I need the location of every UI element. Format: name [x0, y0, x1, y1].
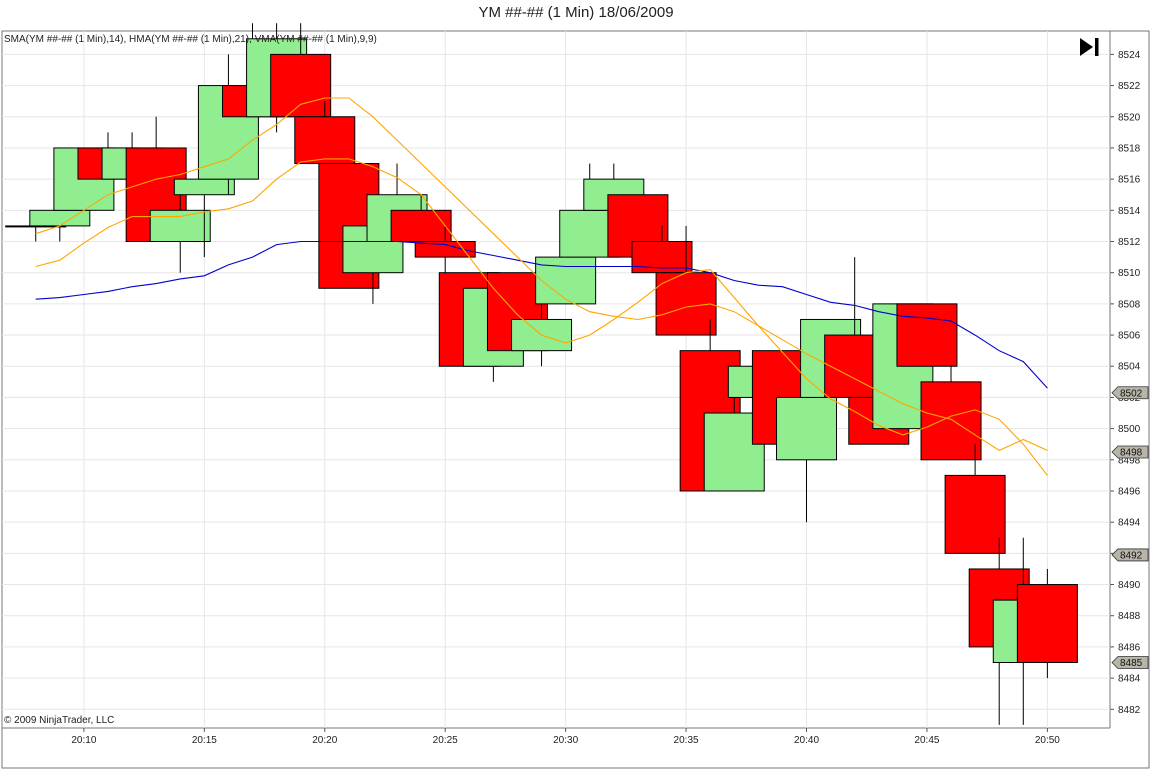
x-tick-label: 20:15 — [192, 735, 217, 746]
price-tag-label: 8502 — [1120, 388, 1143, 399]
y-tick-label: 8506 — [1118, 331, 1141, 342]
skip-forward-icon[interactable] — [1080, 38, 1099, 56]
y-tick-label: 8524 — [1118, 50, 1141, 61]
chart-title: YM ##-## (1 Min) 18/06/2009 — [478, 4, 674, 21]
indicator-label: SMA(YM ##-## (1 Min),14), HMA(YM ##-## (… — [4, 34, 377, 45]
y-tick-label: 8496 — [1118, 486, 1141, 497]
price-tag — [1111, 548, 1149, 562]
price-tag — [1111, 445, 1149, 459]
candle-body-up — [535, 256, 597, 305]
price-axis: 8482 8484 8486 8488 8490 8492 8494 8496 8498 8500… — [1110, 50, 1141, 716]
x-tick-label: 20:50 — [1035, 735, 1060, 746]
y-tick-label: 8518 — [1118, 143, 1141, 154]
y-tick-label: 8512 — [1118, 237, 1141, 248]
y-tick-label: 8510 — [1118, 268, 1141, 279]
y-tick-label: 8488 — [1118, 611, 1141, 622]
price-tag-label: 8492 — [1120, 550, 1143, 561]
time-axis: 20:10 20:15 20:20 20:25 20:30 20:35 20:40 20:45… — [71, 728, 1060, 746]
sma-line — [35, 240, 1048, 389]
x-tick-label: 20:30 — [553, 735, 578, 746]
price-tag — [1111, 386, 1149, 400]
y-tick-label: 8498 — [1118, 455, 1141, 466]
x-tick-label: 20:40 — [794, 735, 819, 746]
y-tick-label: 8508 — [1118, 299, 1141, 310]
candle-body-up — [173, 178, 235, 196]
hma-line — [35, 97, 1048, 452]
candle-body-down — [1016, 584, 1078, 664]
x-tick-label: 20:45 — [914, 735, 939, 746]
x-tick-label: 20:20 — [312, 735, 337, 746]
candles — [5, 23, 1078, 725]
y-tick-label: 8516 — [1118, 175, 1141, 186]
candle-body-down — [896, 303, 958, 367]
x-tick-label: 20:10 — [71, 735, 96, 746]
indicator-lines — [35, 97, 1048, 476]
price-tags: 8502 8498 8492 8485 — [1111, 386, 1149, 669]
candle-body-up — [149, 209, 211, 243]
candle-body-down — [294, 116, 356, 165]
candle-body-down — [944, 474, 1006, 554]
y-tick-label: 8504 — [1118, 362, 1141, 373]
candle-body-up — [511, 318, 573, 352]
copyright-label: © 2009 NinjaTrader, LLC — [4, 715, 114, 726]
vma-line — [35, 158, 1048, 476]
y-tick-label: 8482 — [1118, 705, 1141, 716]
y-tick-label: 8494 — [1118, 518, 1141, 529]
x-tick-label: 20:25 — [433, 735, 458, 746]
price-tag — [1111, 656, 1149, 669]
price-tag-label: 8498 — [1120, 448, 1143, 459]
y-tick-label: 8500 — [1118, 424, 1141, 435]
y-tick-label: 8484 — [1118, 674, 1141, 685]
candle-body-down — [920, 381, 982, 461]
x-tick-label: 20:35 — [674, 735, 699, 746]
y-tick-label: 8522 — [1118, 81, 1141, 92]
grid — [2, 31, 1110, 728]
price-tag-label: 8485 — [1120, 658, 1143, 669]
y-tick-label: 8486 — [1118, 642, 1141, 653]
plot-frame — [1, 30, 1150, 769]
candle-body-down — [655, 272, 717, 336]
candle-body-up — [776, 396, 838, 461]
candle-body-down — [390, 209, 452, 243]
y-tick-label: 8490 — [1118, 580, 1141, 591]
candle-body-down — [270, 53, 332, 118]
y-tick-label: 8520 — [1118, 112, 1141, 123]
y-tick-label: 8514 — [1118, 206, 1141, 217]
